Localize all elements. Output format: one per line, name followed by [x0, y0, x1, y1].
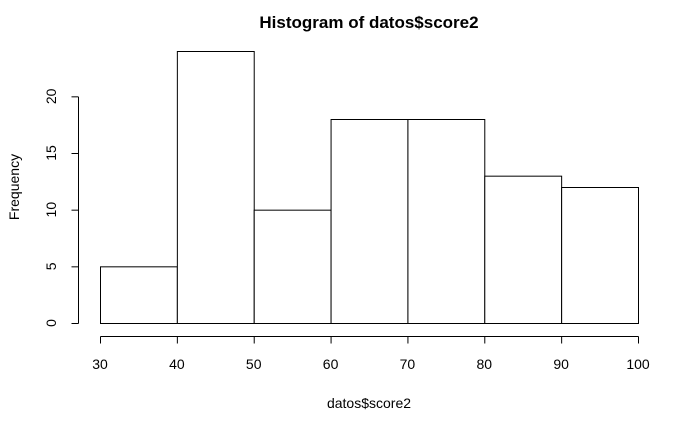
y-axis: 0 5 10 15 20	[43, 88, 79, 327]
x-tick-label-80: 80	[476, 356, 492, 372]
x-axis: 30 40 50 60 70 80 90 100	[92, 336, 650, 372]
x-tick-label-50: 50	[246, 356, 262, 372]
x-tick-label-70: 70	[400, 356, 416, 372]
histogram-bar-4	[330, 119, 409, 324]
x-axis-label: datos$score2	[327, 395, 411, 411]
y-axis-label: Frequency	[6, 154, 22, 220]
histogram-bar-1	[100, 266, 178, 325]
x-tick-label-30: 30	[92, 356, 108, 372]
y-tick-label-20: 20	[43, 88, 59, 104]
histogram-bar-2	[176, 51, 255, 324]
x-tick-label-40: 40	[169, 356, 185, 372]
histogram-bar-3	[253, 209, 332, 325]
x-tick-label-60: 60	[323, 356, 339, 372]
x-tick-label-90: 90	[553, 356, 569, 372]
x-tick-label-100: 100	[626, 356, 650, 372]
histogram-bar-6	[484, 175, 563, 324]
bars-group	[100, 51, 640, 325]
y-tick-label-0: 0	[43, 319, 59, 327]
y-tick-label-15: 15	[43, 145, 59, 161]
y-tick-label-10: 10	[43, 202, 59, 218]
y-tick-label-5: 5	[43, 262, 59, 270]
histogram-bar-5	[407, 119, 486, 324]
histogram-bar-7	[561, 187, 640, 324]
chart-title: Histogram of datos$score2	[259, 13, 478, 32]
